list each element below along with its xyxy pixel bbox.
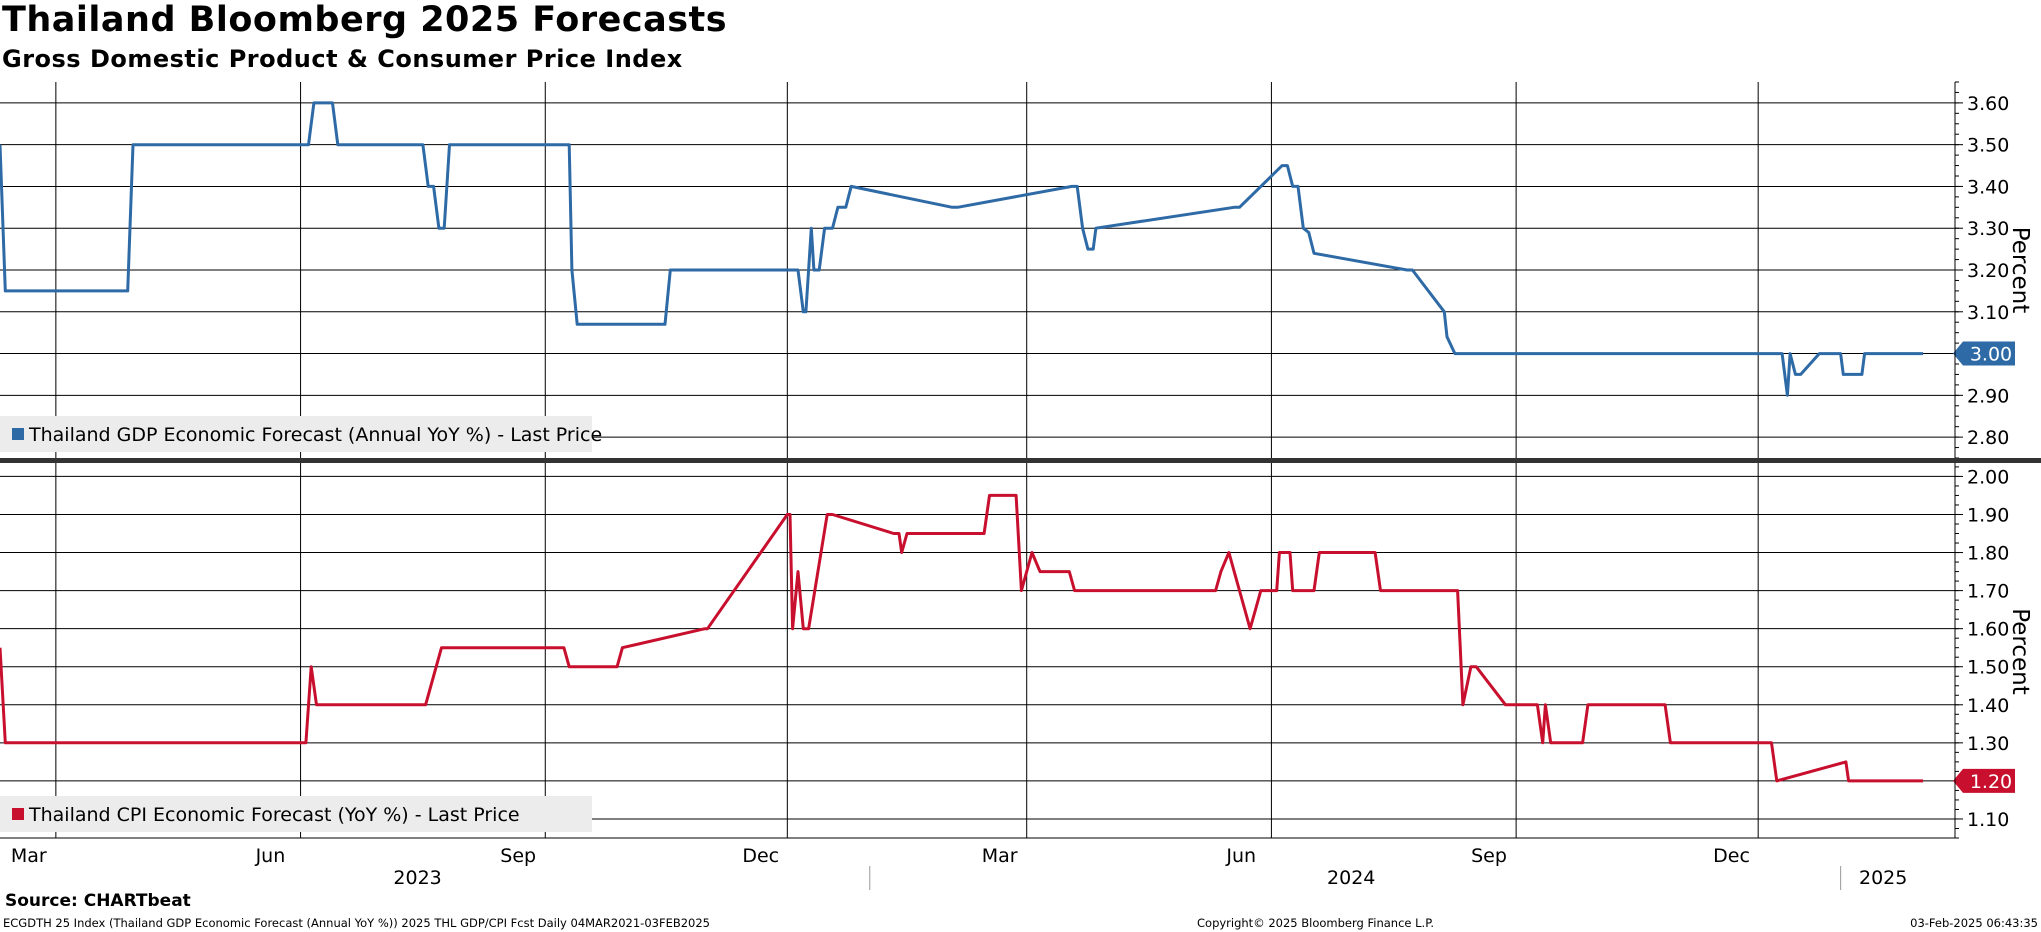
y-tick-label: 1.90 xyxy=(1967,504,2009,526)
y-tick-label: 2.00 xyxy=(1967,466,2009,488)
y-tick-label: 1.50 xyxy=(1967,657,2009,679)
x-tick-label-mar: Mar xyxy=(11,845,47,867)
legend-box xyxy=(0,416,592,452)
x-tick-label-dec: Dec xyxy=(1713,845,1750,867)
y-tick-label: 3.10 xyxy=(1967,302,2009,324)
chart-title: Thailand Bloomberg 2025 Forecasts xyxy=(2,0,728,40)
footer-ticker-note: ECGDTH 25 Index (Thailand GDP Economic F… xyxy=(3,916,710,930)
y-tick-label: 3.50 xyxy=(1967,135,2009,157)
series-line-cpi xyxy=(0,493,1924,783)
x-tick-label-jun: Jun xyxy=(1225,845,1256,867)
last-price-label: 3.00 xyxy=(1970,344,2012,366)
x-tick-label-jun: Jun xyxy=(255,845,286,867)
y-tick-label: 1.40 xyxy=(1967,695,2009,717)
footer-timestamp: 03-Feb-2025 06:43:35 xyxy=(1910,916,2038,930)
source-note: Source: CHARTbeat xyxy=(5,891,191,911)
x-tick-label-sep: Sep xyxy=(1471,845,1507,867)
y-tick-label: 3.60 xyxy=(1967,93,2009,115)
y-tick-label: 1.70 xyxy=(1967,581,2009,603)
last-price-tag xyxy=(1953,341,2015,366)
legend-label: Thailand GDP Economic Forecast (Annual Y… xyxy=(28,424,602,446)
y-tick-label: 1.80 xyxy=(1967,543,2009,565)
y-axis-title: Percent xyxy=(2007,608,2033,695)
y-tick-label: 2.90 xyxy=(1967,385,2009,407)
series-layer xyxy=(0,101,1924,783)
x-year-label-2024: 2024 xyxy=(1327,867,1375,889)
legend-box xyxy=(0,796,592,832)
last-price-label: 1.20 xyxy=(1970,771,2012,793)
x-year-label-2025: 2025 xyxy=(1859,867,1907,889)
y-tick-label: 2.80 xyxy=(1967,427,2009,449)
y-tick-label: 1.30 xyxy=(1967,733,2009,755)
legend-swatch xyxy=(12,808,24,820)
x-year-label-2023: 2023 xyxy=(393,867,441,889)
y-tick-label: 3.20 xyxy=(1967,260,2009,282)
panel-divider xyxy=(0,458,2041,463)
series-line-gdp xyxy=(0,101,1924,397)
x-tick-label-mar: Mar xyxy=(982,845,1018,867)
chart-subtitle: Gross Domestic Product & Consumer Price … xyxy=(2,45,683,73)
y-axis-title: Percent xyxy=(2007,227,2033,314)
footer-copyright: Copyright© 2025 Bloomberg Finance L.P. xyxy=(1197,916,1434,930)
legend-label: Thailand CPI Economic Forecast (YoY %) -… xyxy=(28,804,520,826)
y-tick-label: 3.30 xyxy=(1967,218,2009,240)
axis-layer: Mar Jun Sep Dec Mar Jun Sep Dec 2023 2024 2025 2.80… xyxy=(0,81,2041,890)
legend-layer: Thailand GDP Economic Forecast (Annual Y… xyxy=(0,416,602,832)
y-tick-label: 1.10 xyxy=(1967,809,2009,831)
x-tick-label-sep: Sep xyxy=(500,845,536,867)
last-price-tag xyxy=(1953,768,2015,793)
y-tick-label: 3.40 xyxy=(1967,176,2009,198)
legend-swatch xyxy=(12,428,24,440)
y-tick-label: 1.60 xyxy=(1967,619,2009,641)
x-tick-label-dec: Dec xyxy=(742,845,779,867)
